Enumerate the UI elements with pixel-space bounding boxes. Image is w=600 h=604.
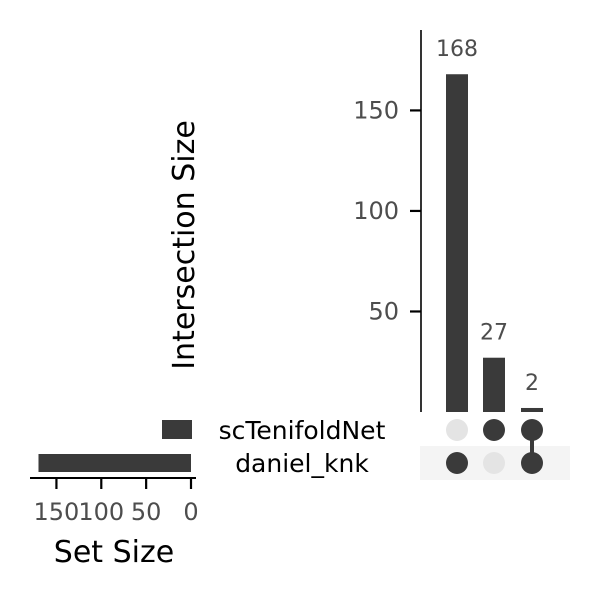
- matrix-dot-active: [521, 452, 543, 474]
- intersection-bar: [483, 357, 505, 412]
- set-legend-swatch: [162, 420, 192, 439]
- set-name-label: daniel_knk: [235, 449, 369, 478]
- intersection-y-axis-title: Intersection Size: [167, 120, 202, 370]
- bar-value-label: 2: [525, 371, 539, 396]
- matrix-dot-active: [521, 419, 543, 441]
- y-tick-label: 50: [368, 297, 399, 325]
- set-size-x-axis-title: Set Size: [54, 535, 174, 570]
- y-tick-label: 100: [353, 197, 399, 225]
- x-tick-label: 0: [183, 498, 198, 526]
- set-size-bar: [38, 454, 191, 472]
- matrix-dot-inactive: [483, 452, 505, 474]
- intersection-bar: [446, 74, 468, 413]
- matrix-dot-active: [446, 452, 468, 474]
- x-tick-label: 100: [78, 498, 124, 526]
- matrix-dot-inactive: [446, 419, 468, 441]
- matrix-dot-active: [483, 419, 505, 441]
- bar-value-label: 168: [436, 37, 478, 62]
- x-tick-label: 50: [131, 498, 162, 526]
- intersection-bar: [521, 407, 543, 412]
- x-tick-label: 150: [34, 498, 80, 526]
- set-name-label: scTenifoldNet: [219, 416, 386, 445]
- bar-value-label: 27: [480, 321, 508, 346]
- y-tick-label: 150: [353, 96, 399, 124]
